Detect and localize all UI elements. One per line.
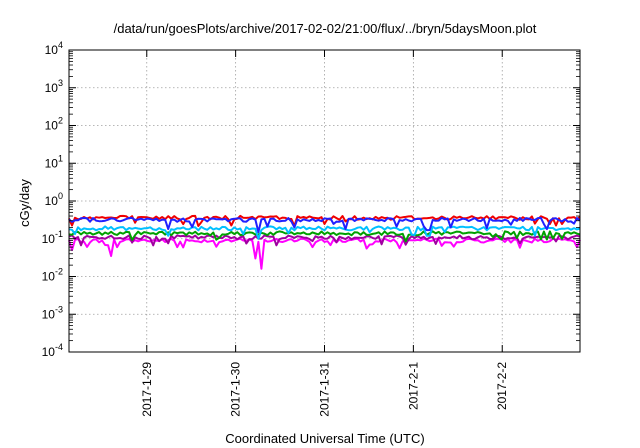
y-tick-base: 10 [42, 345, 56, 359]
chart-title: /data/run/goesPlots/archive/2017-02-02/2… [114, 21, 537, 36]
y-tick-base: 10 [42, 270, 56, 284]
y-tick-exponent: -2 [55, 267, 63, 277]
series-line-4 [68, 225, 581, 240]
y-tick-label: 104 [45, 40, 63, 57]
y-tick-label: 10-4 [42, 342, 63, 359]
x-axis: 2017-1-29 2017-1-30 2017-1-31 2017-2-1 2017-… [140, 50, 509, 417]
y-tick-exponent: 0 [58, 191, 63, 201]
grid [69, 50, 580, 352]
y-tick-label: 10-3 [42, 304, 63, 321]
y-tick-base: 10 [45, 194, 59, 208]
y-tick-label: 101 [45, 153, 63, 170]
y-tick-exponent: 2 [58, 116, 63, 126]
y-tick-exponent: -4 [55, 342, 63, 352]
y-tick-label: 100 [45, 191, 63, 208]
series-line-5 [68, 214, 581, 227]
y-tick-exponent: 4 [58, 40, 63, 50]
y-tick-base: 10 [45, 156, 59, 170]
y-tick-base: 10 [42, 232, 56, 246]
x-axis-label: Coordinated Universal Time (UTC) [225, 431, 424, 446]
y-tick-exponent: 1 [58, 153, 63, 163]
y-tick-base: 10 [42, 307, 56, 321]
y-tick-base: 10 [45, 119, 59, 133]
y-tick-exponent: 3 [58, 78, 63, 88]
y-tick-base: 10 [45, 43, 59, 57]
x-tick-label: 2017-1-30 [229, 362, 243, 417]
y-tick-label: 103 [45, 78, 63, 95]
series-group [68, 214, 581, 270]
y-tick-label: 10-1 [42, 229, 63, 246]
y-tick-label: 10-2 [42, 267, 63, 284]
y-tick-label: 102 [45, 116, 63, 133]
y-tick-base: 10 [45, 81, 59, 95]
x-tick-label: 2017-1-31 [318, 362, 332, 417]
y-tick-exponent: -3 [55, 304, 63, 314]
x-tick-label: 2017-1-29 [140, 362, 154, 417]
series-line-3 [68, 230, 581, 243]
y-axis-label: cGy/day [17, 179, 32, 227]
series-line-6 [68, 216, 581, 234]
series-line-2 [68, 234, 581, 247]
x-tick-label: 2017-2-2 [495, 362, 509, 410]
x-tick-label: 2017-2-1 [406, 362, 420, 410]
y-tick-exponent: -1 [55, 229, 63, 239]
